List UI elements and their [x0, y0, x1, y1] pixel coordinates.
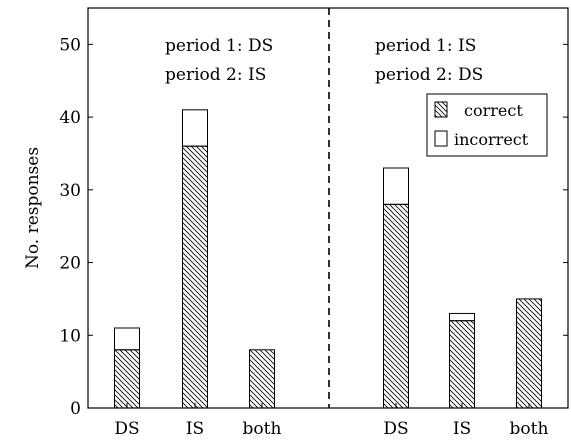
bar-correct — [383, 203, 409, 409]
plot-frame — [87, 7, 569, 409]
legend-swatch-correct — [434, 101, 448, 118]
bar-incorrect — [449, 312, 475, 322]
y-tick-label: 30 — [59, 181, 81, 201]
y-tick-label: 10 — [59, 326, 81, 346]
x-tick-label: DS — [383, 419, 408, 439]
panel-annotation: period 1: IS — [375, 36, 476, 56]
legend-swatch-incorrect — [434, 130, 448, 147]
y-tick-label: 0 — [70, 399, 81, 419]
bar-correct — [114, 349, 140, 409]
bar-correct — [449, 320, 475, 409]
y-tick-label: 50 — [59, 35, 81, 55]
x-tick-label: DS — [114, 419, 139, 439]
panel-annotation: period 1: DS — [165, 36, 273, 56]
y-axis-label: No. responses — [23, 147, 43, 269]
x-tick-label: IS — [186, 419, 204, 439]
y-tick-label: 40 — [59, 108, 81, 128]
x-tick-label: IS — [453, 419, 471, 439]
legend-label-correct: correct — [464, 101, 523, 120]
legend-label-incorrect: incorrect — [454, 130, 529, 149]
panel-annotation: period 2: IS — [165, 65, 266, 85]
bar-correct — [182, 145, 208, 409]
panel-annotation: period 2: DS — [375, 65, 483, 85]
plot-area: 0 10 20 30 40 50 No. responses period 1: DS peri… — [23, 7, 569, 439]
y-tick-label: 20 — [59, 254, 81, 274]
bar-incorrect — [182, 109, 208, 147]
bar-correct — [249, 349, 275, 409]
bar-correct — [516, 298, 542, 409]
x-tick-label: both — [510, 419, 549, 439]
x-tick-label: both — [243, 419, 282, 439]
bar-incorrect — [383, 167, 409, 205]
bar-incorrect — [114, 327, 140, 351]
